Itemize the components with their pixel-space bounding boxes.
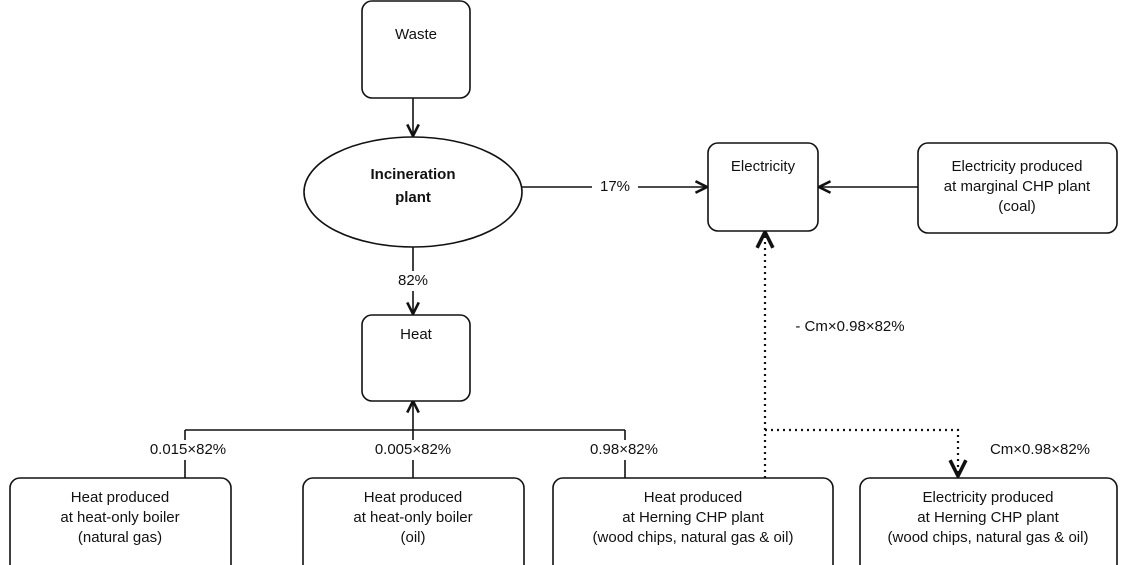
node-label: (oil)	[401, 529, 426, 546]
node-label: at marginal CHP plant	[944, 178, 1091, 195]
node-label: Incineration	[370, 166, 455, 183]
node-box	[707, 142, 819, 232]
node-label: Heat	[400, 326, 433, 343]
label-bg	[592, 177, 638, 197]
node-box	[917, 142, 1118, 234]
node-label: Waste	[395, 26, 437, 43]
node-label: at Herning CHP plant	[917, 509, 1059, 526]
dotted-edge	[765, 428, 958, 476]
edge-label: 82%	[398, 272, 428, 289]
label-bg	[360, 440, 468, 460]
node-label: (coal)	[998, 198, 1036, 215]
edge-label: 0.005×82%	[375, 441, 451, 458]
edge-label: Cm×0.98×82%	[990, 441, 1090, 458]
node-box	[859, 477, 1118, 565]
node-box	[361, 0, 471, 99]
node-label: (natural gas)	[78, 529, 162, 546]
node-box	[361, 314, 471, 402]
node-label: Electricity produced	[952, 158, 1083, 175]
node-label: at heat-only boiler	[60, 509, 179, 526]
label-bg	[392, 271, 434, 291]
node-label: plant	[395, 189, 431, 206]
label-bg	[578, 440, 670, 460]
node-label: Electricity produced	[923, 489, 1054, 506]
node-label: Electricity	[731, 158, 796, 175]
node-box	[9, 477, 232, 565]
edge-label: 0.015×82%	[150, 441, 226, 458]
node-label: (wood chips, natural gas & oil)	[593, 529, 794, 546]
node-label: at heat-only boiler	[353, 509, 472, 526]
node-box	[552, 477, 834, 565]
node-label: (wood chips, natural gas & oil)	[888, 529, 1089, 546]
node-label: at Herning CHP plant	[622, 509, 764, 526]
edge-label: - Cm×0.98×82%	[795, 318, 904, 335]
edge-label: 17%	[600, 178, 630, 195]
node-label: Heat produced	[71, 489, 169, 506]
label-bg	[132, 440, 242, 460]
node-label: Heat produced	[644, 489, 742, 506]
node-ellipse	[303, 136, 523, 248]
node-box	[302, 477, 525, 565]
node-label: Heat produced	[364, 489, 462, 506]
edge-label: 0.98×82%	[590, 441, 658, 458]
